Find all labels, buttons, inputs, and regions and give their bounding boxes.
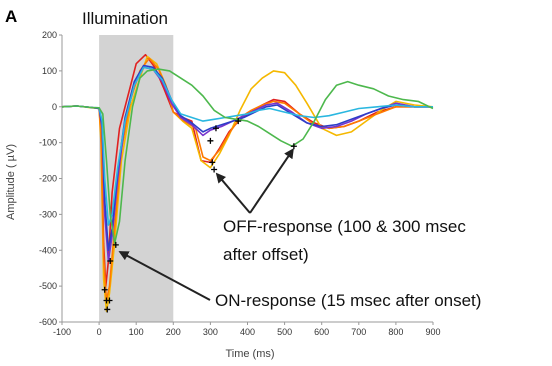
on-response-label: ON-response (15 msec after onset) [215, 291, 481, 310]
peak-marker [209, 159, 216, 166]
peak-marker [104, 306, 111, 313]
peak-marker [101, 286, 108, 293]
x-tick-label: 600 [314, 327, 329, 337]
x-tick-label: 0 [97, 327, 102, 337]
x-ticks: -100 0 100 200 300 400 500 600 700 800 900 [53, 322, 441, 337]
x-tick-label: 100 [129, 327, 144, 337]
off-response-label: OFF-response (100 & 300 msec [223, 217, 466, 236]
off-response-label-line2: after offset) [223, 245, 309, 264]
annotations-group: OFF-response (100 & 300 msec after offse… [118, 148, 481, 310]
series-line-2 [61, 55, 434, 312]
x-tick-label: 400 [240, 327, 255, 337]
y-axis-title: Amplitude ( µV) [5, 144, 17, 220]
illumination-label: Illumination [82, 9, 168, 28]
x-tick-label: 900 [425, 327, 440, 337]
y-tick-label: -600 [39, 317, 57, 327]
y-tick-label: -300 [39, 209, 57, 219]
series-line-6 [61, 66, 433, 226]
x-tick-label: 200 [166, 327, 181, 337]
y-tick-label: -400 [39, 245, 57, 255]
series-line-4 [61, 66, 433, 262]
y-tick-label: -100 [39, 138, 57, 148]
y-tick-label: 0 [52, 102, 57, 112]
series-group [61, 53, 434, 312]
x-tick-label: -100 [53, 327, 71, 337]
x-tick-label: 500 [277, 327, 292, 337]
peak-marker [212, 125, 219, 132]
series-line-3 [61, 57, 433, 302]
peak-marker [107, 258, 114, 265]
series-line-5 [61, 64, 433, 252]
x-axis-title: Time (ms) [225, 348, 274, 360]
series-line-7 [61, 68, 434, 244]
off-response-arrow-2 [249, 148, 294, 214]
y-tick-label: 200 [42, 30, 57, 40]
x-tick-label: 700 [351, 327, 366, 337]
x-tick-label: 800 [388, 327, 403, 337]
markers-group [101, 118, 297, 313]
y-tick-label: 100 [42, 66, 57, 76]
x-tick-label: 300 [203, 327, 218, 337]
peak-marker [207, 137, 214, 144]
peak-marker [211, 166, 218, 173]
panel-label: A [5, 7, 17, 26]
peak-marker [112, 241, 119, 248]
off-response-arrow-1 [215, 172, 251, 214]
on-response-arrow [118, 251, 211, 301]
peak-marker [106, 297, 113, 304]
peak-marker [235, 118, 242, 125]
y-tick-label: -500 [39, 281, 57, 291]
y-tick-label: -200 [39, 174, 57, 184]
y-ticks: 200 100 0 -100 -200 -300 -400 -500 -600 [39, 30, 62, 327]
